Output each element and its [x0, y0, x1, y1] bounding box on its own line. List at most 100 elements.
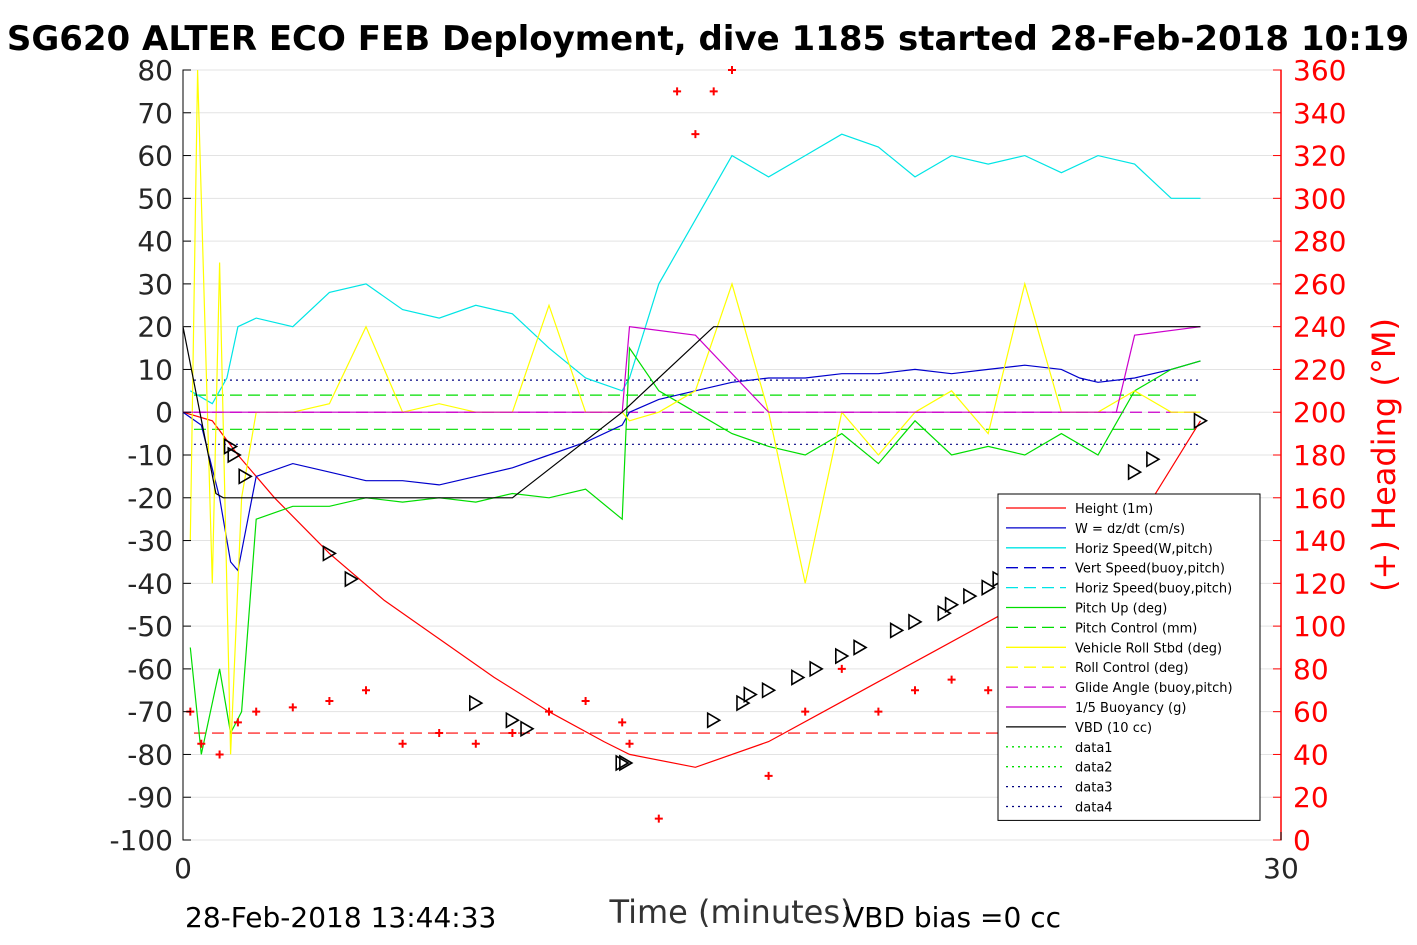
legend-label: Horiz Speed(buoy,pitch)	[1075, 582, 1232, 597]
marker-triangle	[853, 639, 868, 656]
series-line	[183, 326, 1201, 413]
y2-tick-label: 280	[1293, 225, 1346, 258]
series-line	[189, 346, 1201, 755]
legend-label: Vehicle Roll Stbd (deg)	[1075, 641, 1222, 656]
heading-point	[709, 87, 718, 96]
y-tick-label: -90	[127, 781, 173, 814]
y2-tick-label: 240	[1293, 311, 1346, 344]
y2-tick-label: 360	[1293, 54, 1346, 87]
marker-triangle	[963, 587, 978, 605]
legend-label: 1/5 Buoyancy (g)	[1075, 701, 1186, 716]
marker-triangle	[706, 711, 722, 729]
marker-triangle	[505, 711, 520, 729]
series-line	[182, 360, 1201, 572]
heading-point	[911, 686, 919, 695]
legend-label: VBD (10 cc)	[1075, 721, 1152, 736]
marker-triangle	[761, 681, 777, 699]
heading-point	[435, 729, 444, 738]
y2-tick-label: 340	[1293, 97, 1346, 130]
series-line	[189, 133, 1201, 405]
marker-triangle	[1146, 450, 1161, 468]
marker-triangle	[809, 660, 824, 678]
heading-point	[673, 87, 682, 96]
heading-point	[984, 686, 993, 695]
legend-label: Pitch Up (deg)	[1075, 602, 1167, 617]
y2-tick-label: 140	[1293, 525, 1346, 558]
heading-point	[508, 729, 517, 738]
legend-label: Horiz Speed(W,pitch)	[1075, 542, 1213, 557]
marker-triangle	[889, 621, 905, 639]
y-tick-label: -100	[109, 824, 173, 857]
marker-triangle	[937, 604, 952, 622]
legend-label: Height (1m)	[1075, 502, 1153, 517]
series-line	[182, 326, 1201, 499]
y-tick-label: -60	[127, 653, 173, 686]
marker-triangle	[743, 686, 758, 703]
heading-point	[197, 739, 206, 748]
footer-vbd-bias: VBD bias =0 cc	[845, 901, 1061, 934]
marker-triangle	[469, 694, 484, 712]
y-tick-label: -70	[127, 696, 173, 729]
y-tick-label: -40	[127, 567, 173, 600]
y2-tick-label: 320	[1293, 140, 1346, 173]
heading-point	[728, 66, 736, 74]
chart-title: SG620 ALTER ECO FEB Deployment, dive 118…	[7, 19, 1409, 59]
y2-axis-label: (+) Heading (°M)	[1365, 318, 1403, 592]
marker-triangle	[227, 446, 242, 464]
legend-label: Pitch Control (mm)	[1075, 621, 1197, 636]
heading-point	[874, 707, 883, 716]
y-tick-label: 0	[155, 396, 173, 429]
x-axis-label: Time (minutes)	[609, 893, 853, 931]
legend-label: data4	[1075, 801, 1113, 816]
heading-point	[581, 696, 590, 705]
marker-triangle	[835, 647, 850, 665]
y-tick-label: -10	[127, 439, 173, 472]
y2-tick-label: 80	[1293, 653, 1329, 686]
y-tick-label: 20	[137, 311, 173, 344]
marker-triangle	[619, 754, 634, 772]
y2-tick-label: 40	[1293, 738, 1329, 771]
y2-tick-label: 20	[1293, 781, 1329, 814]
marker-triangle	[736, 694, 751, 712]
y2-tick-label: 100	[1293, 610, 1346, 643]
marker-triangle	[1193, 412, 1209, 430]
marker-triangle	[908, 613, 923, 631]
marker-triangle	[238, 467, 253, 485]
heading-point	[654, 814, 663, 823]
legend-label: W = dz/dt (cm/s)	[1075, 522, 1185, 537]
heading-point	[362, 686, 370, 695]
heading-point	[545, 707, 553, 716]
heading-point	[764, 771, 773, 780]
heading-point	[837, 664, 846, 673]
heading-point	[252, 707, 261, 716]
heading-point	[233, 718, 242, 727]
heading-point	[625, 739, 634, 748]
legend-label: data2	[1075, 761, 1113, 776]
legend-label: data1	[1075, 741, 1113, 756]
marker-triangle	[791, 669, 806, 686]
legend: Height (1m) W = dz/dt (cm/s) Horiz Speed(W…	[997, 493, 1261, 821]
legend-label: Vert Speed(buoy,pitch)	[1075, 562, 1225, 577]
heading-point	[947, 675, 956, 684]
x-axis: 0 30	[174, 832, 1299, 885]
y-tick-label: 70	[137, 97, 173, 130]
footer-timestamp: 28-Feb-2018 13:44:33	[185, 901, 496, 934]
heading-point	[288, 703, 297, 712]
y-tick-label: 40	[137, 225, 173, 258]
heading-point	[325, 696, 334, 705]
y2-tick-label: 0	[1293, 824, 1311, 857]
x-tick-label: 30	[1263, 852, 1299, 885]
y-tick-label: 80	[137, 54, 173, 87]
y2-tick-label: 200	[1293, 396, 1346, 429]
marker-triangle	[944, 596, 960, 614]
marker-triangle	[615, 754, 630, 772]
legend-label: Glide Angle (buoy,pitch)	[1075, 681, 1233, 696]
marker-triangle	[1127, 463, 1143, 481]
y-tick-label: -80	[127, 738, 173, 771]
heading-point	[691, 130, 700, 139]
heading-point	[398, 739, 407, 748]
y-tick-label: 50	[137, 182, 173, 215]
y-tick-label: 60	[137, 140, 173, 173]
y-tick-label: 10	[137, 353, 173, 386]
